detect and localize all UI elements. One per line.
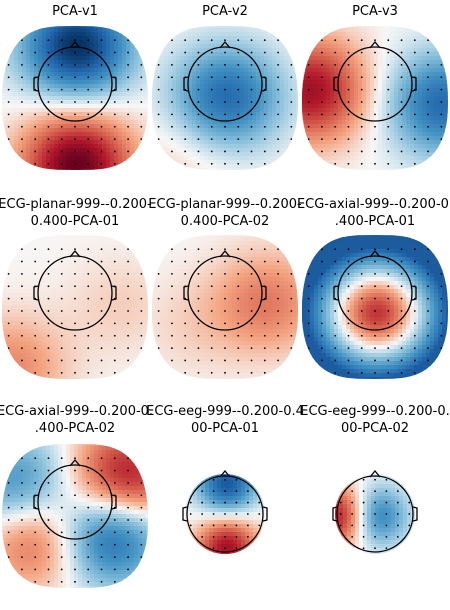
panel-title: .400-PCA-02 (35, 421, 115, 436)
topomap-panel: ECG-eeg-999--0.200-0.4 00-PCA-01 (146, 404, 304, 554)
head-outline (186, 475, 264, 553)
panel-title: ECG-eeg-999--0.200-0. (300, 404, 450, 419)
nose-icon (369, 40, 381, 49)
panel-title: PCA-v3 (352, 4, 398, 19)
head-outline (337, 46, 413, 122)
head-outline (37, 255, 113, 331)
left-ear-icon (33, 76, 39, 92)
nose-icon (219, 469, 231, 478)
sensor-dots (7, 39, 143, 165)
topomap-panel: ECG-planar-999--0.200- 0.400-PCA-01 (0, 197, 152, 379)
head-outline (37, 46, 113, 122)
sensor-dots (7, 248, 143, 374)
head-outline (37, 464, 113, 540)
head-outline (337, 255, 413, 331)
topomap-panel: ECG-eeg-999--0.200-0. 00-PCA-02 (300, 404, 450, 554)
right-ear-icon (262, 506, 268, 522)
panel-title: 00-PCA-01 (191, 421, 259, 436)
left-ear-icon (182, 506, 188, 522)
panel-title: 0.400-PCA-01 (31, 214, 120, 229)
sensor-dots (307, 39, 443, 165)
panel-title: ECG-axial-999--0.200-0. (0, 404, 153, 419)
topomap-panel: PCA-v3 (302, 4, 448, 170)
panel-title: PCA-v1 (52, 4, 98, 19)
right-ear-icon (411, 76, 417, 92)
topomap-panel: PCA-v1 (2, 4, 148, 170)
right-ear-icon (261, 76, 267, 92)
panel-title: ECG-axial-999--0.200-0. (297, 197, 450, 212)
panel-title: .400-PCA-01 (335, 214, 415, 229)
left-ear-icon (183, 285, 189, 301)
panel-title: 0.400-PCA-02 (181, 214, 270, 229)
nose-icon (369, 249, 381, 258)
left-ear-icon (33, 494, 39, 510)
right-ear-icon (111, 76, 117, 92)
topomap-heat (2, 444, 148, 588)
sensor-dots (157, 39, 293, 165)
right-ear-icon (411, 285, 417, 301)
nose-icon (219, 40, 231, 49)
topomap-panel: PCA-v2 (152, 4, 298, 170)
panel-title: PCA-v2 (202, 4, 248, 19)
panel-title: ECG-planar-999--0.200- (0, 197, 152, 212)
head-outline (187, 46, 263, 122)
panel-title: ECG-planar-999--0.200- (148, 197, 302, 212)
head-outline (187, 255, 263, 331)
right-ear-icon (261, 285, 267, 301)
panel-title: 00-PCA-02 (341, 421, 409, 436)
right-ear-icon (111, 494, 117, 510)
nose-icon (219, 249, 231, 258)
left-ear-icon (183, 76, 189, 92)
sensor-dots (7, 457, 143, 583)
nose-icon (69, 249, 81, 258)
right-ear-icon (111, 285, 117, 301)
topomap-panel: ECG-axial-999--0.200-0. .400-PCA-01 (297, 197, 450, 379)
left-ear-icon (33, 285, 39, 301)
head-outline (336, 475, 414, 553)
nose-icon (69, 40, 81, 49)
right-ear-icon (412, 506, 418, 522)
left-ear-icon (333, 285, 339, 301)
left-ear-icon (332, 506, 338, 522)
topomap-panel: ECG-axial-999--0.200-0. .400-PCA-02 (0, 404, 153, 588)
nose-icon (369, 469, 381, 478)
topomap-panel: ECG-planar-999--0.200- 0.400-PCA-02 (148, 197, 302, 379)
nose-icon (69, 458, 81, 467)
left-ear-icon (333, 76, 339, 92)
panel-title: ECG-eeg-999--0.200-0.4 (146, 404, 304, 419)
